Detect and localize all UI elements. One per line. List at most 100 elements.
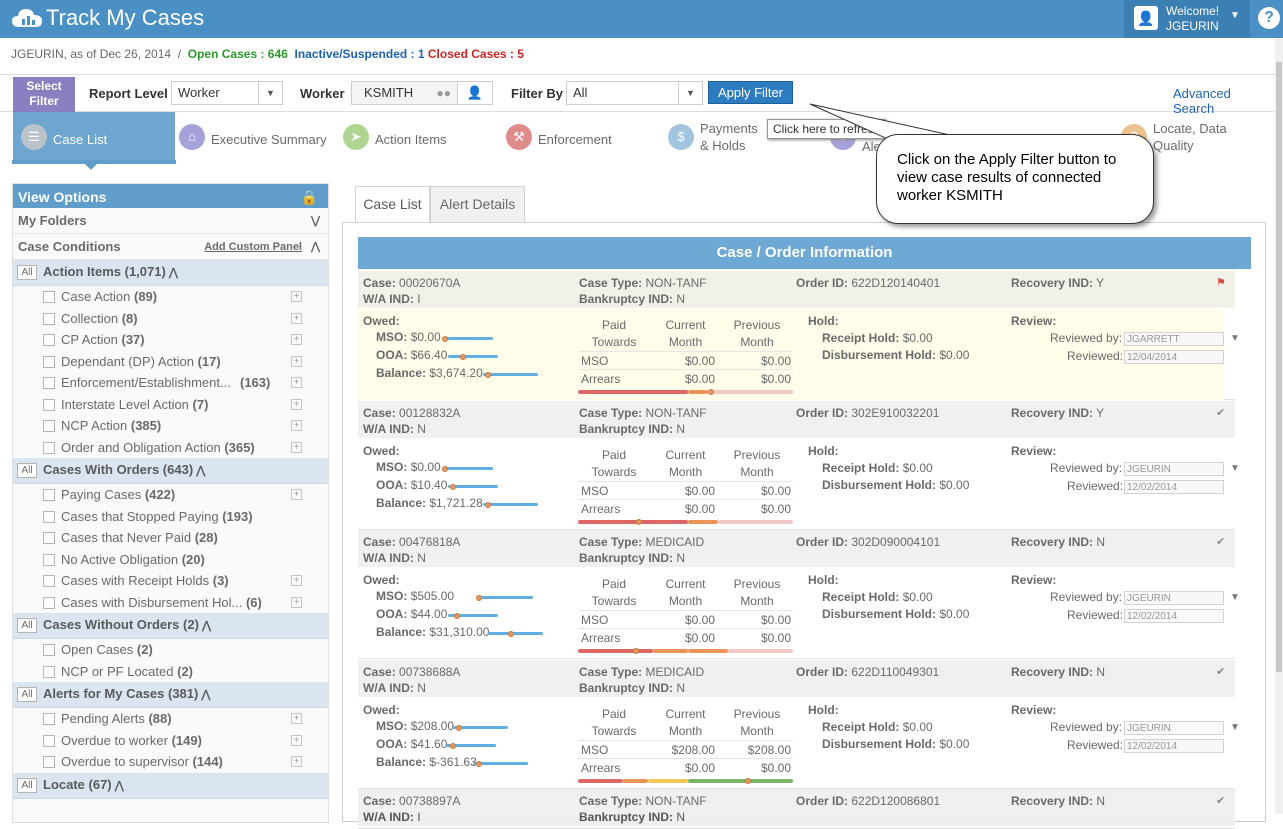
add-custom-panel-link[interactable]: Add Custom Panel — [204, 241, 302, 253]
case-card[interactable]: Case: 00738688A W/A IND: N Case Type: MEDI… — [358, 659, 1240, 789]
condition-item[interactable]: No Active Obligation (20) — [13, 549, 328, 571]
expand-icon[interactable]: + — [291, 377, 302, 388]
condition-checkbox[interactable] — [43, 644, 55, 656]
select-filter-button[interactable]: Select Filter — [13, 77, 75, 112]
flag-icon[interactable]: ⚑ — [1216, 277, 1226, 289]
closed-cases-link[interactable]: Closed Cases : 5 — [427, 47, 524, 61]
condition-item[interactable]: NCP or PF Located (2) — [13, 661, 328, 683]
expand-icon[interactable]: + — [291, 398, 302, 410]
chevron-up-icon[interactable]: ⋀ — [165, 267, 178, 279]
tab-executive-summary[interactable]: ⌂ Executive Summary — [171, 112, 336, 160]
my-folders-row[interactable]: My Folders ⋁ — [13, 208, 328, 234]
worker-field[interactable]: KSMITH ●● — [351, 81, 458, 105]
condition-item[interactable]: Cases with Receipt Holds (3) + — [13, 570, 328, 592]
expand-icon[interactable]: + — [291, 312, 302, 324]
case-card[interactable]: Case: 00020670A W/A IND: I Case Type: NON-… — [358, 271, 1240, 400]
condition-item[interactable]: Overdue to worker (149) + — [13, 730, 328, 752]
case-number[interactable]: Case: 00738897A — [363, 794, 460, 808]
expand-icon[interactable]: + — [291, 334, 302, 345]
case-card[interactable]: Case: 00476818A W/A IND: N Case Type: MEDI… — [358, 530, 1240, 659]
report-level-select[interactable]: Worker ▼ — [171, 81, 283, 105]
chevron-down-icon[interactable]: ▼ — [1230, 592, 1240, 603]
condition-checkbox[interactable] — [43, 510, 55, 523]
filter-by-select[interactable]: All ▼ — [566, 81, 703, 105]
expand-icon[interactable]: + — [291, 489, 302, 500]
help-icon[interactable]: ? — [1258, 7, 1280, 29]
condition-item[interactable]: Open Cases (2) — [13, 639, 328, 661]
condition-group-header[interactable]: All Alerts for My Cases (381) ⋀ — [13, 682, 328, 708]
tab-action-items[interactable]: ➤ Action Items — [335, 112, 500, 160]
apply-filter-button[interactable]: Apply Filter — [708, 81, 793, 104]
expand-icon[interactable]: + — [291, 420, 302, 431]
case-number[interactable]: Case: 00020670A — [363, 276, 460, 290]
condition-item[interactable]: Interstate Level Action (7) + — [13, 394, 328, 416]
condition-checkbox[interactable] — [43, 291, 55, 303]
condition-item[interactable]: Cases that Never Paid (28) — [13, 527, 328, 549]
worker-picker-button[interactable]: 👤 — [457, 81, 493, 105]
tab-case-list-sub[interactable]: Case List — [355, 186, 430, 223]
advanced-search-link[interactable]: Advanced Search — [1173, 86, 1231, 116]
condition-item[interactable]: Pending Alerts (88) + — [13, 708, 328, 730]
open-cases-link[interactable]: Open Cases : 646 — [187, 47, 288, 61]
condition-item[interactable]: CP Action (37) + — [13, 329, 328, 351]
condition-item[interactable]: Cases with Disbursement Hol... (6) + — [13, 592, 328, 614]
condition-checkbox[interactable] — [43, 596, 55, 609]
chevron-down-icon[interactable]: ▼ — [1230, 721, 1240, 733]
condition-checkbox[interactable] — [43, 355, 55, 368]
tab-enforcement[interactable]: ⚒ Enforcement — [498, 112, 658, 160]
tab-payments-holds[interactable]: $ Payments & Holds — [660, 112, 820, 160]
expand-icon[interactable]: + — [291, 291, 302, 302]
select-all-button[interactable]: All — [17, 463, 37, 478]
condition-checkbox[interactable] — [43, 713, 55, 725]
chevron-up-icon[interactable]: ⋀ — [198, 689, 211, 701]
condition-checkbox[interactable] — [43, 398, 55, 411]
condition-item[interactable]: Overdue to supervisor (144) + — [13, 751, 328, 773]
inactive-cases-link[interactable]: Inactive/Suspended : 1 — [294, 47, 425, 61]
condition-group-header[interactable]: All Action Items (1,071) ⋀ — [13, 260, 328, 286]
expand-icon[interactable]: + — [291, 713, 302, 724]
chevron-up-icon[interactable]: ⋀ — [198, 620, 212, 632]
condition-checkbox[interactable] — [43, 665, 55, 678]
lock-icon[interactable]: 🔒 — [300, 189, 318, 205]
chevron-up-icon[interactable]: ⋀ — [111, 779, 124, 792]
expand-icon[interactable]: + — [291, 734, 302, 746]
condition-item[interactable]: Paying Cases (422) + — [13, 484, 328, 506]
condition-item[interactable]: Collection (8) + — [13, 308, 328, 330]
case-card[interactable]: Case: 00128832A W/A IND: N Case Type: NON-… — [358, 400, 1240, 530]
chevron-up-icon[interactable]: ⋀ — [193, 465, 206, 477]
page-scrollbar[interactable] — [1275, 38, 1283, 814]
expand-icon[interactable]: + — [291, 756, 302, 767]
condition-item[interactable]: Case Action (89) + — [13, 286, 328, 308]
condition-checkbox[interactable] — [43, 756, 55, 768]
condition-checkbox[interactable] — [43, 441, 55, 454]
select-all-button[interactable]: All — [17, 687, 37, 702]
condition-item[interactable]: Dependant (DP) Action (17) + — [13, 351, 328, 373]
case-number[interactable]: Case: 00476818A — [363, 535, 460, 549]
condition-group-header[interactable]: All Cases With Orders (643) ⋀ — [13, 458, 328, 484]
expand-icon[interactable]: + — [291, 596, 302, 608]
condition-checkbox[interactable] — [43, 334, 55, 346]
chevron-down-icon[interactable]: ▼ — [1230, 333, 1240, 344]
condition-checkbox[interactable] — [43, 489, 55, 501]
condition-checkbox[interactable] — [43, 734, 55, 747]
expand-icon[interactable]: + — [291, 441, 302, 453]
condition-item[interactable]: Order and Obligation Action (365) + — [13, 437, 328, 459]
chevron-double-up-icon[interactable]: ⋀ — [310, 241, 320, 253]
tab-alert-details[interactable]: Alert Details — [430, 186, 525, 223]
chevron-down-icon[interactable]: ▼ — [1230, 462, 1240, 474]
case-number[interactable]: Case: 00738688A — [363, 665, 460, 679]
select-all-button[interactable]: All — [17, 618, 37, 633]
expand-icon[interactable]: + — [291, 575, 302, 586]
condition-checkbox[interactable] — [43, 532, 55, 544]
select-all-button[interactable]: All — [17, 265, 37, 280]
case-number[interactable]: Case: 00128832A — [363, 406, 460, 420]
user-menu[interactable]: 👤 Welcome! JGEURIN ▼ — [1124, 0, 1250, 38]
condition-checkbox[interactable] — [43, 312, 55, 325]
condition-item[interactable]: Cases that Stopped Paying (193) — [13, 506, 328, 528]
condition-item[interactable]: NCP Action (385) + — [13, 415, 328, 437]
condition-checkbox[interactable] — [43, 575, 55, 587]
select-all-button[interactable]: All — [17, 777, 37, 793]
tab-case-list[interactable]: ☰ Case List — [13, 112, 175, 160]
condition-group-header[interactable]: All Cases Without Orders (2) ⋀ — [13, 613, 328, 639]
condition-checkbox[interactable] — [43, 377, 55, 389]
